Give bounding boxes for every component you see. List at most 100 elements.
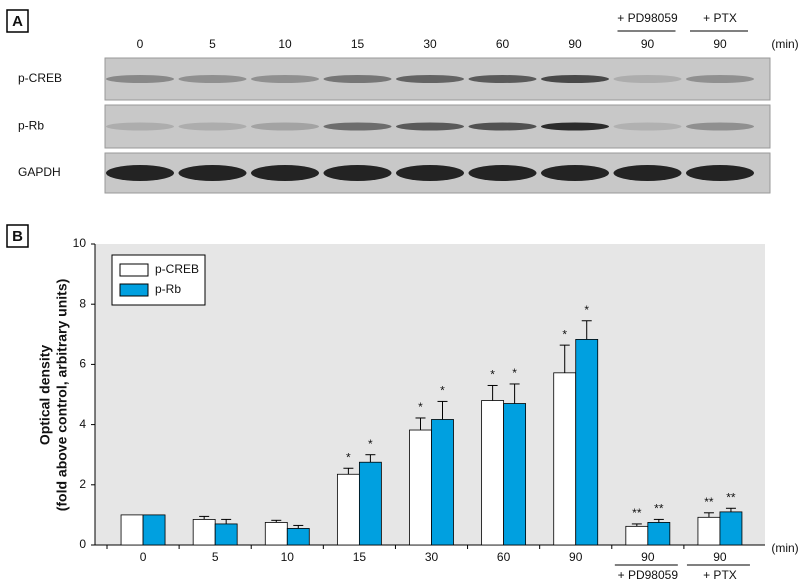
blot-band: [541, 165, 609, 181]
blot-band: [324, 123, 392, 131]
panel-label: B: [12, 228, 23, 245]
blot-band: [251, 165, 319, 181]
blot-band: [396, 123, 464, 131]
x-tick-sublabel: + PD98059: [618, 568, 679, 582]
legend-label: p-Rb: [155, 282, 181, 296]
treatment-label: + PTX: [703, 11, 737, 25]
legend-swatch: [120, 264, 148, 276]
x-tick-label: 60: [497, 550, 511, 564]
lane-label: 90: [568, 37, 582, 51]
y-tick-label: 8: [79, 296, 86, 310]
panel-label: A: [12, 13, 23, 30]
bar: [482, 401, 504, 545]
x-tick-label: 15: [353, 550, 367, 564]
bar: [359, 462, 381, 545]
bar: [626, 526, 648, 545]
significance-marker: *: [418, 400, 423, 414]
bar: [143, 515, 165, 545]
x-tick-label: 5: [212, 550, 219, 564]
bar: [337, 474, 359, 545]
significance-marker: *: [490, 368, 495, 382]
blot-band: [179, 75, 247, 83]
bar: [576, 339, 598, 545]
figure: A B (min) (min) Optical density (fold ab…: [0, 0, 805, 585]
lane-label: 0: [137, 37, 144, 51]
bar: [265, 522, 287, 545]
y-tick-label: 4: [79, 417, 86, 431]
y-axis-label: (fold above control, arbitrary units): [54, 279, 70, 512]
blot-band: [106, 123, 174, 131]
x-tick-label: 90: [641, 550, 655, 564]
x-tick-label: 90: [569, 550, 583, 564]
blot-band: [251, 123, 319, 131]
blot-band: [686, 165, 754, 181]
blot-band: [396, 75, 464, 83]
bar: [193, 519, 215, 545]
significance-marker: *: [584, 303, 589, 317]
bar: [698, 517, 720, 545]
lane-label: 90: [641, 37, 655, 51]
significance-marker: **: [654, 502, 664, 516]
significance-marker: **: [726, 490, 736, 504]
bar: [504, 404, 526, 545]
row-label: p-Rb: [18, 119, 44, 133]
y-tick-label: 0: [79, 537, 86, 551]
lane-label: 60: [496, 37, 510, 51]
x-tick-label: 30: [425, 550, 439, 564]
blot-band: [469, 123, 537, 131]
bar: [554, 373, 576, 545]
blot-band: [469, 75, 537, 83]
y-axis-label: Optical density: [37, 345, 53, 446]
blot-band: [251, 75, 319, 83]
page: {"panel_a": {"label": "A", "lanes": ["0"…: [0, 0, 805, 585]
x-tick-sublabel: + PTX: [703, 568, 737, 582]
blot-band: [469, 165, 537, 181]
lane-label: 15: [351, 37, 365, 51]
bar: [215, 524, 237, 545]
row-label: p-CREB: [18, 71, 62, 85]
legend-label: p-CREB: [155, 262, 199, 276]
significance-marker: *: [346, 450, 351, 464]
blot-band: [179, 123, 247, 131]
y-tick-label: 2: [79, 477, 86, 491]
bar: [432, 419, 454, 545]
significance-marker: *: [562, 327, 567, 341]
blot-band: [396, 165, 464, 181]
significance-marker: **: [704, 495, 714, 509]
y-tick-label: 6: [79, 357, 86, 371]
blot-band: [106, 165, 174, 181]
blot-band: [614, 165, 682, 181]
blot-band: [179, 165, 247, 181]
significance-marker: **: [632, 506, 642, 520]
blot-band: [106, 75, 174, 83]
x-tick-label: 90: [713, 550, 727, 564]
x-tick-label: 10: [281, 550, 295, 564]
blot-band: [686, 75, 754, 83]
lane-label: 30: [423, 37, 437, 51]
bar: [287, 528, 309, 545]
lane-label: 90: [713, 37, 727, 51]
lane-label: 5: [209, 37, 216, 51]
bar: [648, 522, 670, 545]
significance-marker: *: [440, 384, 445, 398]
x-tick-label: 0: [140, 550, 147, 564]
unit-label: (min): [771, 37, 798, 51]
blot-band: [541, 123, 609, 131]
bar: [410, 430, 432, 545]
blot-band: [324, 75, 392, 83]
blot-band: [541, 75, 609, 83]
bar: [720, 512, 742, 545]
blot-band: [324, 165, 392, 181]
bar: [121, 515, 143, 545]
significance-marker: *: [368, 437, 373, 451]
row-label: GAPDH: [18, 165, 61, 179]
y-tick-label: 10: [73, 236, 87, 250]
x-unit-label: (min): [771, 541, 798, 555]
significance-marker: *: [512, 366, 517, 380]
treatment-label: + PD98059: [617, 11, 678, 25]
blot-band: [614, 123, 682, 131]
legend-swatch: [120, 284, 148, 296]
blot-band: [686, 123, 754, 131]
lane-label: 10: [278, 37, 292, 51]
blot-band: [614, 75, 682, 83]
